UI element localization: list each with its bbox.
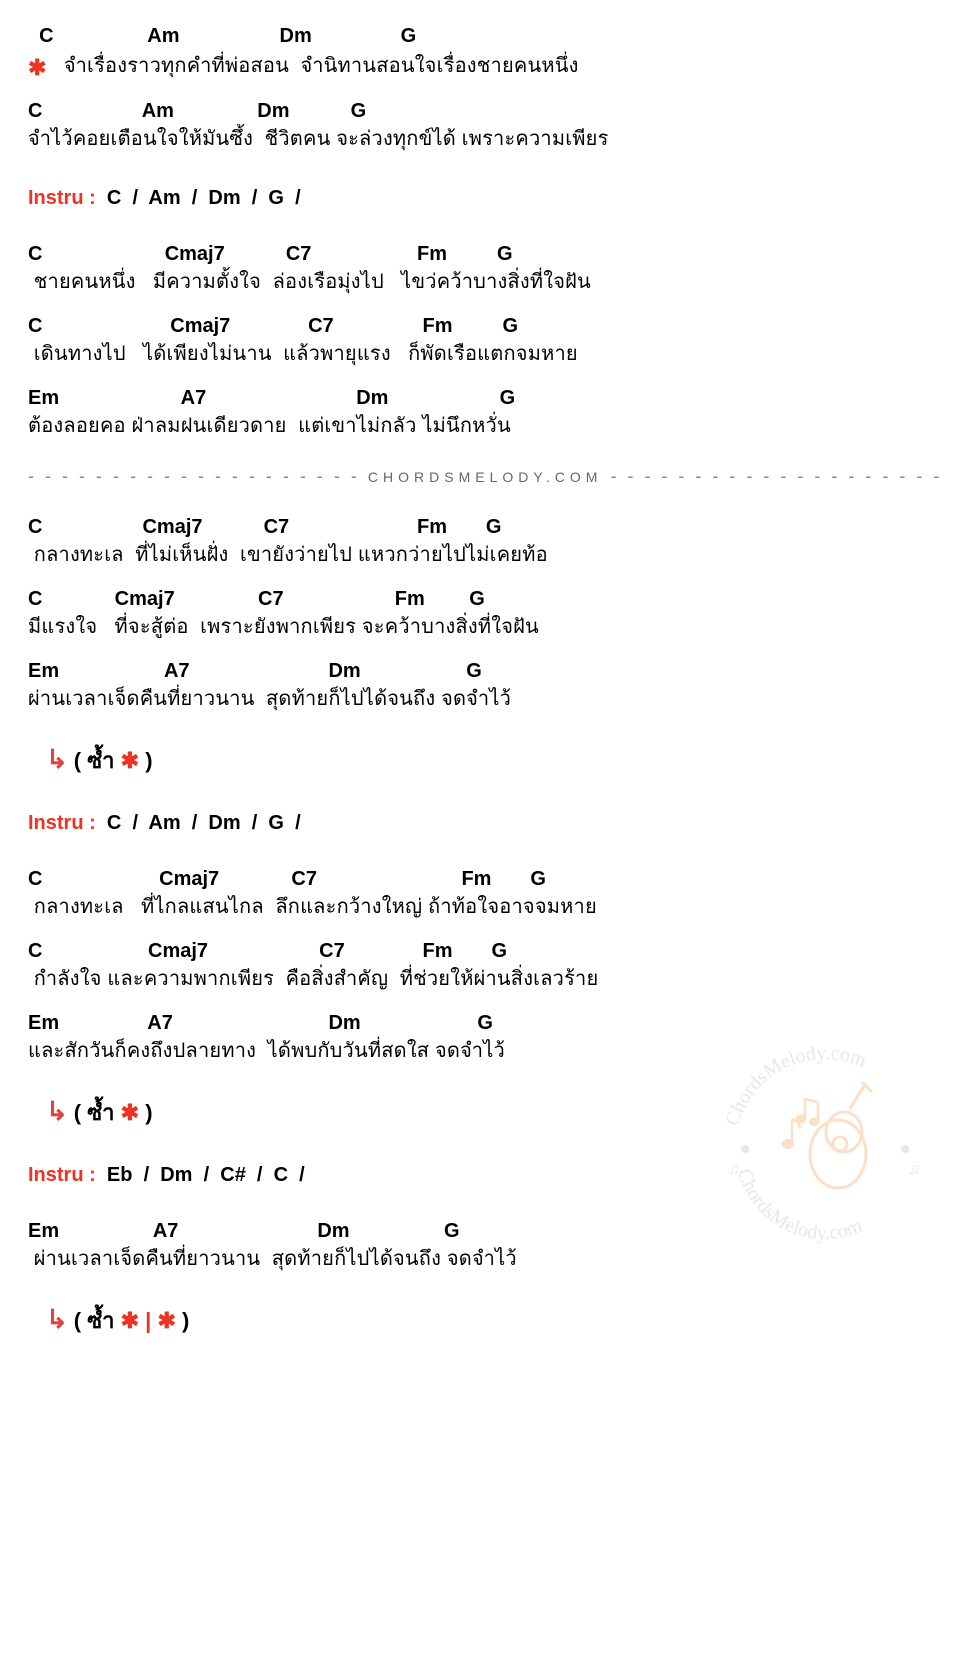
lyric-line: กลางทะเล ที่ไม่เห็นฝั่ง เขายังว่ายไป แหว…: [28, 541, 952, 569]
repeat-open: ( ซ้ำ: [74, 748, 121, 773]
lyric-line: ผ่านเวลาเจ็ดคืนที่ยาวนาน สุดท้ายก็ไปได้จ…: [28, 685, 952, 713]
lyric-text: ผ่านเวลาเจ็ดคืนที่ยาวนาน สุดท้ายก็ไปได้จ…: [28, 688, 511, 710]
repeat-marker: ↳( ซ้ำ ✱ | ✱ ): [46, 1303, 952, 1338]
lyric-line: และสักวันก็คงถึงปลายทาง ได้พบกับวันที่สด…: [28, 1037, 952, 1065]
chord-line: C Cmaj7 C7 Fm G: [28, 585, 952, 613]
chord-lyric-pair: C Cmaj7 C7 Fm G เดินทางไป ได้เพียงไม่นาน…: [28, 312, 952, 368]
chord-line: Em A7 Dm G: [28, 1217, 952, 1245]
chord-line: C Cmaj7 C7 Fm G: [28, 865, 952, 893]
repeat-close: ): [139, 748, 152, 773]
lyric-line: กำลังใจ และความพากเพียร คือสิ่งสำคัญ ที่…: [28, 965, 952, 993]
instru-label: Instru :: [28, 187, 101, 209]
repeat-close: ): [176, 1308, 189, 1333]
repeat-close: ): [139, 1100, 152, 1125]
repeat-open: ( ซ้ำ: [74, 1100, 121, 1125]
instru-chords: Eb / Dm / C# / C /: [101, 1164, 304, 1186]
repeat-arrow-icon: ↳: [46, 744, 68, 774]
lyric-line: ชายคนหนึ่ง มีความตั้งใจ ล่องเรือมุ่งไป ไ…: [28, 268, 952, 296]
divider-brand: CHORDSMELODY.COM: [368, 469, 603, 485]
lyric-text: มีแรงใจ ที่จะสู้ต่อ เพราะยังพากเพียร จะค…: [28, 616, 539, 638]
repeat-marker: ↳( ซ้ำ ✱ ): [46, 743, 952, 778]
section-divider: - - - - - - - - - - - - - - - - - - - - …: [28, 466, 952, 487]
lyric-line: ผ่านเวลาเจ็ดคืนที่ยาวนาน สุดท้ายก็ไปได้จ…: [28, 1245, 952, 1273]
repeat-star-icon: ✱: [121, 748, 139, 773]
lyric-line: ต้องลอยคอ ฝ่าลมฝนเดียวดาย แต่เขาไม่กลัว …: [28, 412, 952, 440]
lyric-line: ✱ จำเรื่องราวทุกคำที่พ่อสอน จำนิทานสอนใจ…: [28, 50, 952, 81]
lyric-text: ชายคนหนึ่ง มีความตั้งใจ ล่องเรือมุ่งไป ไ…: [28, 271, 591, 293]
chord-line: C Cmaj7 C7 Fm G: [28, 312, 952, 340]
instru-chords: C / Am / Dm / G /: [101, 187, 300, 209]
lyric-text: กลางทะเล ที่ไกลแสนไกล ลึกและกว้างใหญ่ ถ้…: [28, 896, 597, 918]
instrumental-line: Instru : C / Am / Dm / G /: [28, 187, 952, 210]
repeat-star-icon: ✱: [121, 1100, 139, 1125]
lyric-text: และสักวันก็คงถึงปลายทาง ได้พบกับวันที่สด…: [28, 1040, 505, 1062]
lyric-text: กลางทะเล ที่ไม่เห็นฝั่ง เขายังว่ายไป แหว…: [28, 544, 548, 566]
repeat-marker: ↳( ซ้ำ ✱ ): [46, 1095, 952, 1130]
lyric-line: เดินทางไป ได้เพียงไม่นาน แล้วพายุแรง ก็พ…: [28, 340, 952, 368]
instru-chords: C / Am / Dm / G /: [101, 812, 300, 834]
chord-lyric-pair: C Cmaj7 C7 Fm G กลางทะเล ที่ไม่เห็นฝั่ง …: [28, 513, 952, 569]
repeat-arrow-icon: ↳: [46, 1096, 68, 1126]
divider-dashes: - - - - - - - - - - - - - - - - - - - -: [28, 466, 368, 486]
lyric-text: ผ่านเวลาเจ็ดคืนที่ยาวนาน สุดท้ายก็ไปได้จ…: [28, 1248, 517, 1270]
chord-line: Em A7 Dm G: [28, 657, 952, 685]
chord-lyric-pair: C Cmaj7 C7 Fm G มีแรงใจ ที่จะสู้ต่อ เพราะ…: [28, 585, 952, 641]
chord-lyric-pair: C Am Dm G จำไว้คอยเตือนใจให้มันซึ้ง ชีวิต…: [28, 97, 952, 153]
lyric-text: เดินทางไป ได้เพียงไม่นาน แล้วพายุแรง ก็พ…: [28, 343, 578, 365]
chord-lyric-pair: Em A7 Dm G และสักวันก็คงถึงปลายทาง ได้พบก…: [28, 1009, 952, 1065]
lyric-text: กำลังใจ และความพากเพียร คือสิ่งสำคัญ ที่…: [28, 968, 598, 990]
chord-lyric-pair: C Cmaj7 C7 Fm G กำลังใจ และความพากเพียร …: [28, 937, 952, 993]
chord-line: C Cmaj7 C7 Fm G: [28, 513, 952, 541]
chorus-marker-icon: ✱: [28, 55, 47, 80]
chord-lyric-pair: Em A7 Dm G ผ่านเวลาเจ็ดคืนที่ยาวนาน สุดท…: [28, 1217, 952, 1273]
lyric-line: กลางทะเล ที่ไกลแสนไกล ลึกและกว้างใหญ่ ถ้…: [28, 893, 952, 921]
instrumental-line: Instru : C / Am / Dm / G /: [28, 812, 952, 835]
repeat-arrow-icon: ↳: [46, 1304, 68, 1334]
chord-lyric-pair: Em A7 Dm G ผ่านเวลาเจ็ดคืนที่ยาวนาน สุดท้…: [28, 657, 952, 713]
instrumental-line: Instru : Eb / Dm / C# / C /: [28, 1164, 952, 1187]
chord-line: C Cmaj7 C7 Fm G: [28, 937, 952, 965]
lyric-text: ต้องลอยคอ ฝ่าลมฝนเดียวดาย แต่เขาไม่กลัว …: [28, 415, 511, 437]
lyric-line: มีแรงใจ ที่จะสู้ต่อ เพราะยังพากเพียร จะค…: [28, 613, 952, 641]
instru-label: Instru :: [28, 812, 101, 834]
chord-lyric-pair: C Am Dm G✱ จำเรื่องราวทุกคำที่พ่อสอน จำน…: [28, 22, 952, 81]
chord-lyric-pair: C Cmaj7 C7 Fm G ชายคนหนึ่ง มีความตั้งใจ …: [28, 240, 952, 296]
chord-lyric-pair: C Cmaj7 C7 Fm G กลางทะเล ที่ไกลแสนไกล ลึ…: [28, 865, 952, 921]
lyric-text: จำไว้คอยเตือนใจให้มันซึ้ง ชีวิตคน จะล่วง…: [28, 128, 609, 150]
repeat-open: ( ซ้ำ: [74, 1308, 121, 1333]
chord-sheet: C Am Dm G✱ จำเรื่องราวทุกคำที่พ่อสอน จำน…: [28, 22, 952, 1338]
chord-line: C Am Dm G: [28, 97, 952, 125]
repeat-star-icon: ✱ | ✱: [121, 1308, 176, 1333]
divider-dashes: - - - - - - - - - - - - - - - - - - - -: [602, 466, 950, 486]
chord-line: C Cmaj7 C7 Fm G: [28, 240, 952, 268]
instru-label: Instru :: [28, 1164, 101, 1186]
lyric-text: จำเรื่องราวทุกคำที่พ่อสอน จำนิทานสอนใจเร…: [47, 55, 579, 77]
chord-line: Em A7 Dm G: [28, 1009, 952, 1037]
chord-line: C Am Dm G: [28, 22, 952, 50]
chord-lyric-pair: Em A7 Dm G ต้องลอยคอ ฝ่าลมฝนเดียวดาย แต่เ…: [28, 384, 952, 440]
chord-line: Em A7 Dm G: [28, 384, 952, 412]
lyric-line: จำไว้คอยเตือนใจให้มันซึ้ง ชีวิตคน จะล่วง…: [28, 125, 952, 153]
